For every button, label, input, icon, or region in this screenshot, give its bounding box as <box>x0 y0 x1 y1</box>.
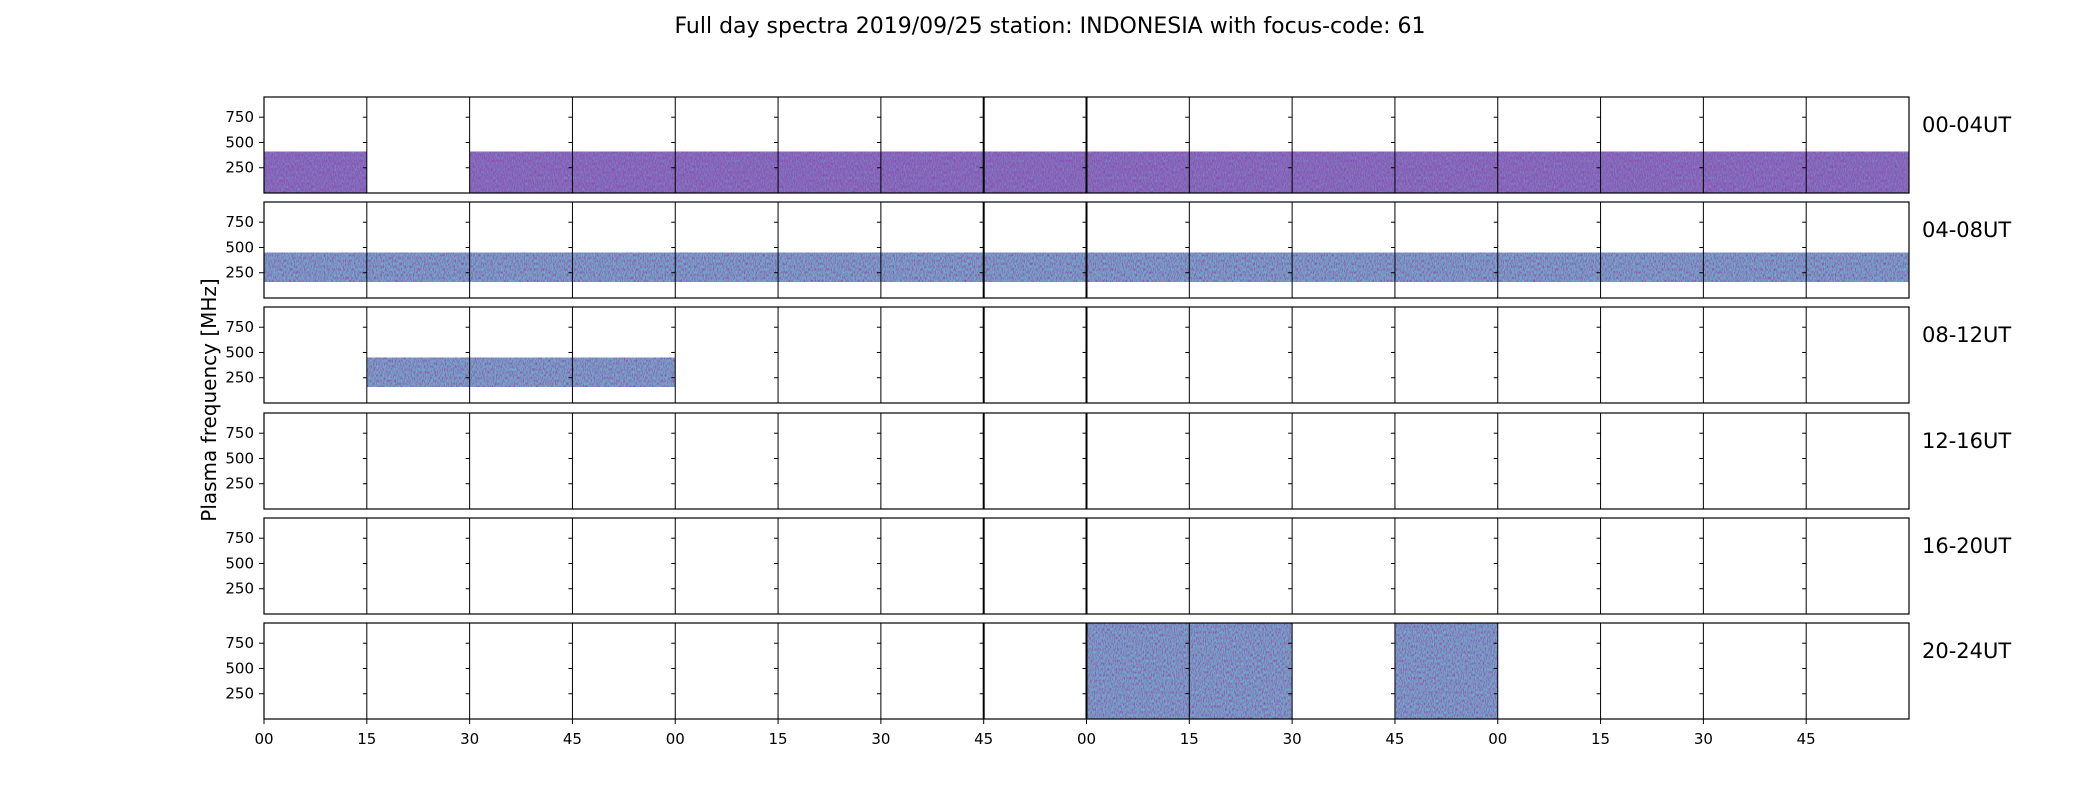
row-label: 04-08UT <box>1922 218 2011 242</box>
panel-04-08ut: 250 500 750 04-08UT <box>225 201 2011 299</box>
spectrum-block <box>264 151 367 193</box>
y-tick-label: 250 <box>225 685 254 703</box>
x-tick-label: 45 <box>1797 730 1816 748</box>
x-tick-label: 00 <box>254 730 273 748</box>
y-tick-label: 250 <box>225 580 254 598</box>
y-axis-label: Plasma frequency [MHz] <box>197 278 221 521</box>
x-tick-label: 30 <box>1694 730 1713 748</box>
row-label: 12-16UT <box>1922 429 2011 453</box>
y-tick-label: 250 <box>225 264 254 282</box>
panel-16-20ut: 250 500 750 16-20UT <box>225 517 2011 615</box>
row-label: 00-04UT <box>1922 113 2011 137</box>
y-tick-label: 750 <box>225 318 254 336</box>
y-tick-label: 500 <box>225 449 254 467</box>
row-label: 08-12UT <box>1922 323 2011 347</box>
y-tick-label: 250 <box>225 475 254 493</box>
x-tick-label: 15 <box>769 730 788 748</box>
y-tick-label: 500 <box>225 659 254 677</box>
spectra-panels: 250 500 750 00-04UT 250 500 750 04-08UT 250 500 75… <box>225 96 2011 748</box>
x-tick-label: 30 <box>460 730 479 748</box>
x-tick-label: 15 <box>1180 730 1199 748</box>
panel-20-24ut: 250 500 750 20-24UT <box>225 622 2011 720</box>
x-tick-label: 15 <box>1591 730 1610 748</box>
y-tick-label: 750 <box>225 424 254 442</box>
x-tick-label: 45 <box>974 730 993 748</box>
x-tick-label: 00 <box>1488 730 1507 748</box>
y-tick-label: 500 <box>225 554 254 572</box>
x-tick-label: 15 <box>357 730 376 748</box>
panel-12-16ut: 250 500 750 12-16UT <box>225 412 2011 510</box>
x-tick-label: 45 <box>563 730 582 748</box>
panel-08-12ut: 250 500 750 08-12UT <box>225 306 2011 404</box>
row-label: 20-24UT <box>1922 639 2011 663</box>
chart-title: Full day spectra 2019/09/25 station: IND… <box>674 14 1425 39</box>
row-label: 16-20UT <box>1922 534 2011 558</box>
y-tick-label: 500 <box>225 238 254 256</box>
panel-00-04ut: 250 500 750 00-04UT <box>225 96 2011 194</box>
spectrum-block <box>1394 623 1498 719</box>
x-tick-label: 00 <box>666 730 685 748</box>
y-tick-label: 500 <box>225 343 254 361</box>
y-tick-label: 500 <box>225 133 254 151</box>
x-tick-label: 45 <box>1385 730 1404 748</box>
x-tick-label: 30 <box>1283 730 1302 748</box>
y-tick-label: 250 <box>225 159 254 177</box>
x-tick-label: 00 <box>1077 730 1096 748</box>
y-tick-label: 750 <box>225 634 254 652</box>
spectrum-block <box>366 357 676 387</box>
y-tick-label: 750 <box>225 529 254 547</box>
x-tick-label: 30 <box>871 730 890 748</box>
y-tick-label: 250 <box>225 369 254 387</box>
y-tick-label: 750 <box>225 213 254 231</box>
y-tick-label: 750 <box>225 108 254 126</box>
